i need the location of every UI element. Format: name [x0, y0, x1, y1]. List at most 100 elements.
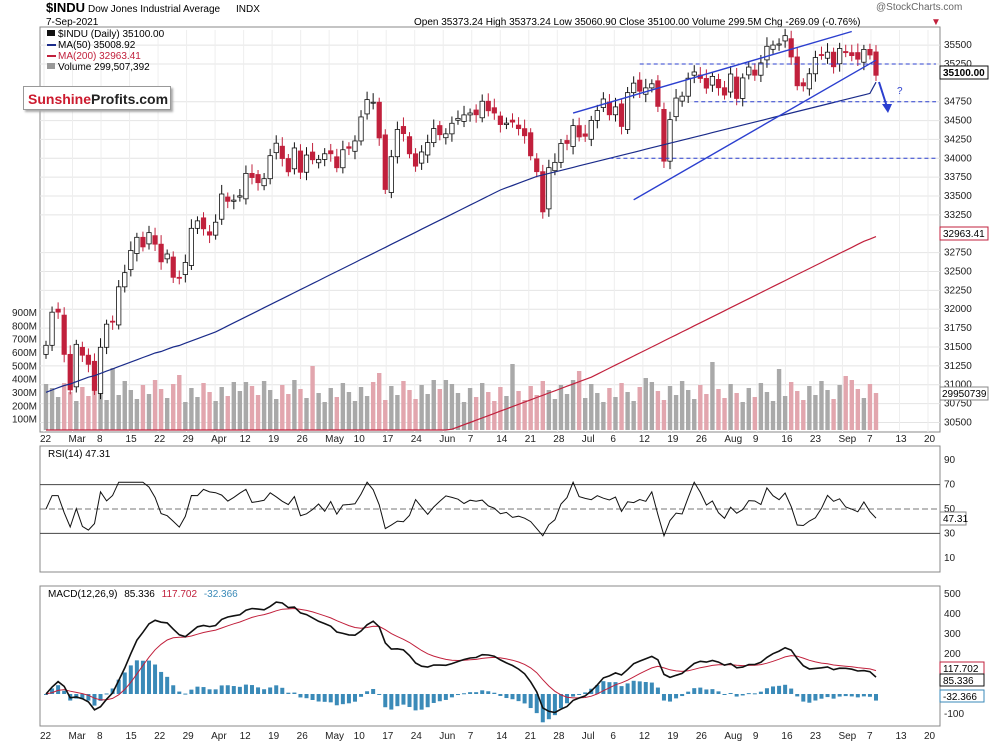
candle-body: [782, 35, 788, 42]
macd-histogram-bar: [443, 694, 448, 700]
price-tick-label: 30750: [944, 399, 972, 410]
volume-bar: [340, 383, 346, 430]
candle-body: [437, 125, 443, 136]
volume-bar: [861, 398, 867, 430]
macd-label: MACD(12,26,9) 85.336 117.702 -32.366: [48, 589, 238, 600]
date-tick-label: 12: [240, 434, 252, 445]
macd-signal-line: [45, 607, 877, 701]
macd-histogram-bar: [92, 694, 97, 706]
volume-tick-label: 300M: [12, 388, 37, 399]
volume-bar: [589, 384, 594, 430]
price-tick-label: 31000: [944, 380, 972, 391]
forecast-arrow: [878, 81, 888, 108]
volume-bar: [443, 380, 449, 430]
volume-bar: [522, 400, 527, 430]
macd-histogram-bar: [552, 694, 557, 716]
date-tick-label-bottom: 13: [895, 731, 907, 742]
candle-body: [576, 125, 582, 138]
volume-bar: [564, 394, 570, 430]
candle-body: [188, 227, 195, 266]
candle-body: [85, 354, 92, 365]
trend-channel: [572, 30, 936, 201]
volume-bar: [413, 399, 418, 430]
date-tick-label: May: [325, 434, 344, 445]
macd-histogram-bar: [249, 685, 254, 694]
candle-body: [788, 38, 794, 58]
candle-body: [509, 119, 516, 123]
candle-body: [67, 353, 73, 391]
candle-body: [837, 48, 843, 65]
candle-body: [515, 124, 522, 130]
candle-body: [740, 77, 746, 99]
price-axis: 35500 35250 34750 34500 34250 34000 33750 33500…: [944, 40, 972, 428]
candle-body: [667, 119, 673, 162]
volume-bar: [322, 402, 327, 430]
macd-histogram-bar: [746, 693, 751, 695]
volume-tick-label: 700M: [12, 335, 37, 346]
macd-histogram-bar: [389, 694, 394, 710]
candle-body: [503, 122, 510, 125]
volume-bar: [546, 390, 552, 430]
candle-body: [370, 101, 376, 104]
candle-body: [219, 193, 225, 220]
volume-bar: [819, 381, 824, 430]
macd-histogram-bar: [213, 689, 218, 694]
macd-histogram-bar: [304, 694, 309, 699]
macd-histogram-bar: [734, 694, 739, 697]
macd-histogram-bar: [825, 694, 830, 698]
price-tick-label: 32500: [944, 267, 972, 278]
macd-histogram-bar: [177, 691, 182, 694]
candle-body: [830, 51, 837, 68]
candle-body: [267, 155, 273, 180]
macd-histogram-bar: [462, 693, 467, 695]
volume-bar: [377, 373, 382, 430]
volume-bar: [679, 381, 685, 430]
macd-histogram-bar: [528, 694, 533, 709]
candle-body: [637, 79, 643, 92]
volume-bar: [649, 382, 655, 430]
macd-histogram-bar: [219, 685, 224, 694]
candle-body: [97, 346, 104, 394]
price-tick-label: 34000: [944, 153, 972, 164]
rsi-line: [45, 480, 877, 538]
date-tick-label: Jun: [439, 434, 455, 445]
macd-histogram-bar: [843, 694, 848, 697]
candles: [43, 28, 879, 400]
volume-axis: 900M 800M 700M 600M 500M 400M 300M 200M 100M: [12, 308, 37, 426]
volume-bar: [225, 396, 230, 430]
volume-tag-box: [939, 386, 989, 401]
ma200-tag-box: [939, 226, 989, 241]
volume-bar: [304, 398, 309, 430]
symbol-label: $INDU: [46, 0, 85, 15]
macd-histogram-bar: [680, 694, 685, 697]
candle-body: [631, 82, 637, 94]
macd-histogram-bar: [855, 694, 860, 698]
volume-bar: [68, 392, 73, 430]
candle-body: [661, 108, 667, 162]
candle-body: [734, 76, 740, 99]
candle-body: [776, 43, 782, 46]
volume-bar: [698, 385, 703, 430]
source-watermark: @StockCharts.com: [876, 2, 962, 13]
macd-tick-label: 500: [944, 589, 961, 600]
macd-histogram-bar: [486, 691, 491, 694]
volume-bar: [534, 395, 539, 430]
volume-bar: [364, 396, 370, 430]
macd-histogram-bar: [480, 690, 485, 694]
candle-body: [794, 56, 800, 87]
candle-body: [419, 151, 425, 164]
macd-histogram-bar: [577, 694, 582, 695]
macd-histogram-bar: [62, 690, 67, 694]
price-tick-label: 31500: [944, 342, 972, 353]
macd-histogram-bar: [571, 694, 576, 697]
volume-tick-label: 800M: [12, 321, 37, 332]
candle-body: [285, 158, 291, 173]
volume-bar: [570, 380, 576, 430]
candle-body: [491, 107, 497, 114]
date-tick-label-bottom: 6: [610, 731, 616, 742]
date-tick-label: 17: [382, 434, 394, 445]
macd-histogram-bar: [874, 694, 878, 701]
volume-bar: [74, 401, 79, 430]
macd-histogram-bar: [159, 671, 164, 694]
